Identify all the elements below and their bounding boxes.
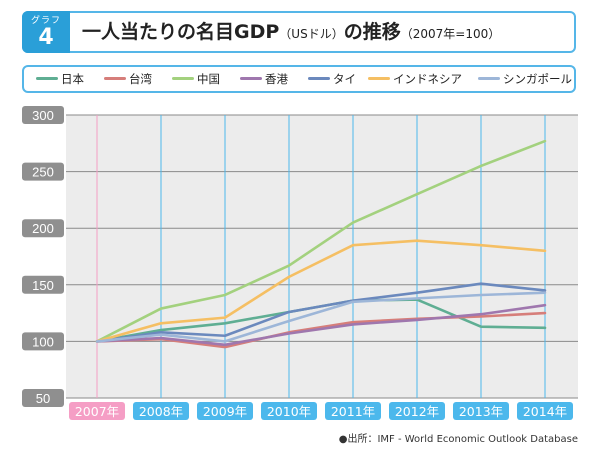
x-tick-label-box xyxy=(325,402,381,420)
legend-swatch xyxy=(240,77,262,80)
y-tick-label: 50 xyxy=(36,391,50,406)
y-tick-label: 100 xyxy=(32,334,54,349)
legend-label: インドネシア xyxy=(393,72,462,86)
legend-label: 台湾 xyxy=(129,72,152,86)
legend-item-china: 中国 xyxy=(172,67,220,91)
x-tick-label: 2007年 xyxy=(75,404,119,419)
series-line xyxy=(95,239,547,343)
title-note: （2007年=100） xyxy=(400,27,501,41)
title-banner: グラフ 4 一人当たりの名目GDP（USドル）の推移（2007年=100） xyxy=(22,11,576,53)
legend-swatch xyxy=(308,77,330,80)
legend-swatch xyxy=(172,77,194,80)
x-tick-label: 2009年 xyxy=(203,404,247,419)
y-tick-label-box xyxy=(22,275,64,294)
legend-swatch xyxy=(478,77,500,80)
series-line xyxy=(95,282,547,343)
y-tick-label-box xyxy=(22,162,64,181)
x-tick-label: 2014年 xyxy=(523,404,567,419)
legend-item-hongkong: 香港 xyxy=(240,67,288,91)
y-tick-label-box xyxy=(22,219,64,238)
y-tick-label-box xyxy=(22,332,64,351)
x-tick-label: 2013年 xyxy=(459,404,503,419)
x-tick-label-box xyxy=(389,402,445,420)
source-note: ●出所：IMF - World Economic Outlook Databas… xyxy=(338,434,578,445)
x-tick-label-box xyxy=(453,402,509,420)
graph-number-badge: グラフ 4 xyxy=(22,11,70,53)
series-line xyxy=(95,311,547,349)
legend-label: 香港 xyxy=(265,72,288,86)
legend-label: 中国 xyxy=(197,72,220,86)
legend-label: 日本 xyxy=(61,72,84,86)
title-suffix: の推移 xyxy=(343,21,401,43)
legend-item-singapore: シンガポール xyxy=(478,67,572,91)
legend-label: シンガポール xyxy=(503,72,572,86)
y-tick-label: 250 xyxy=(32,165,54,180)
legend-item-japan: 日本 xyxy=(36,67,84,91)
legend-swatch xyxy=(36,77,58,80)
legend-swatch xyxy=(104,77,126,80)
title-unit: （USドル） xyxy=(279,27,344,41)
legend-item-indonesia: インドネシア xyxy=(368,67,462,91)
legend-item-thailand: タイ xyxy=(308,67,356,91)
title-main: 一人当たりの名目GDP xyxy=(82,21,280,43)
x-tick-label: 2011年 xyxy=(331,404,375,419)
badge-number: 4 xyxy=(38,25,54,50)
legend-label: タイ xyxy=(333,72,356,86)
chart-legend: 日本 台湾 中国 香港 タイ インドネシア シンガポール xyxy=(22,65,576,93)
x-tick-label-box xyxy=(133,402,189,420)
badge-label: グラフ xyxy=(30,16,61,26)
x-tick-label: 2012年 xyxy=(395,404,439,419)
series-line xyxy=(95,139,547,343)
y-tick-label-box xyxy=(22,389,64,407)
legend-item-taiwan: 台湾 xyxy=(104,67,152,91)
x-tick-label-box xyxy=(517,402,573,420)
y-tick-label: 200 xyxy=(32,221,54,236)
x-tick-label-box xyxy=(197,402,253,420)
legend-swatch xyxy=(368,77,390,80)
y-tick-label-box xyxy=(22,106,64,124)
series-line xyxy=(95,303,547,347)
x-tick-label: 2008年 xyxy=(139,404,183,419)
x-tick-label-box xyxy=(69,402,125,420)
series-line xyxy=(95,291,547,343)
chart-title: 一人当たりの名目GDP（USドル）の推移（2007年=100） xyxy=(82,13,500,51)
x-tick-label-box xyxy=(261,402,317,420)
y-tick-label: 300 xyxy=(32,108,54,123)
x-tick-label: 2010年 xyxy=(267,404,311,419)
y-tick-label: 150 xyxy=(32,278,54,293)
